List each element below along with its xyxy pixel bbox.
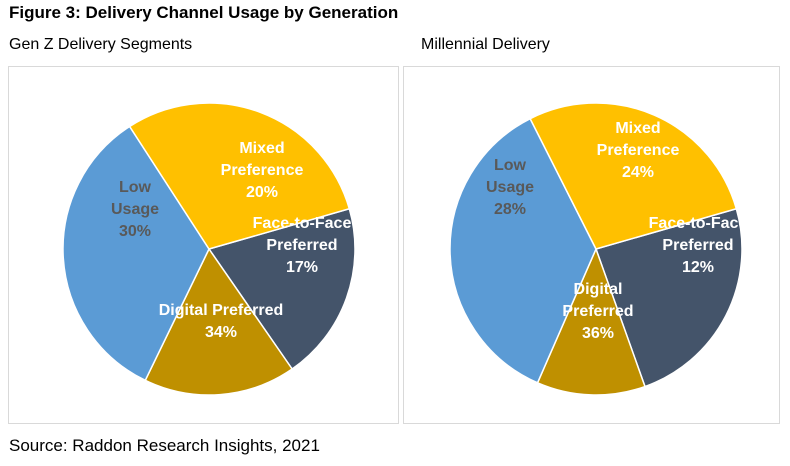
millennial-pie-chart: Mixed Preference 24% Face-to-Face Preferred 1… [449,102,748,396]
millennial-chart-title: Millennial Delivery [421,36,550,53]
millennial-label-face-to-face-preferred: Face-to-Face Preferred 12% [649,215,748,276]
genz-chart-title: Gen Z Delivery Segments [9,36,193,53]
genz-pie-chart: Mixed Preference 20% Face-to-Face Preferred 1… [62,102,356,396]
genz-label-mixed-preference: Mixed Preference 20% [221,140,304,201]
genz-slice-face-to-face-preferred [144,247,294,396]
genz-slice-low-usage [128,102,351,250]
genz-pie-panel: Mixed Preference 20% Face-to-Face Preferred 1… [8,66,399,424]
genz-label-digital-preferred: Digital Preferred 34% [159,302,283,341]
source-note: Source: Raddon Research Insights, 2021 [9,436,320,455]
millennial-label-mixed-preference: Mixed Preference 24% [597,120,680,181]
genz-label-low-usage: Low Usage 30% [111,179,159,240]
millennial-slice-mixed-preference [595,207,743,388]
millennial-label-low-usage: Low Usage 28% [486,157,534,218]
millennial-slice-low-usage [529,102,738,250]
genz-slice-digital-preferred [62,125,210,382]
millennial-label-digital-preferred: Digital Preferred 36% [562,281,633,342]
millennial-pie-panel: Mixed Preference 24% Face-to-Face Preferred 1… [403,66,780,424]
figure-title: Figure 3: Delivery Channel Usage by Gene… [9,3,399,22]
genz-slice-mixed-preference [207,207,356,371]
millennial-slice-face-to-face-preferred [536,246,646,396]
millennial-slice-digital-preferred [449,117,597,384]
genz-label-face-to-face-preferred: Face-to-Face Preferred 17% [253,215,352,276]
